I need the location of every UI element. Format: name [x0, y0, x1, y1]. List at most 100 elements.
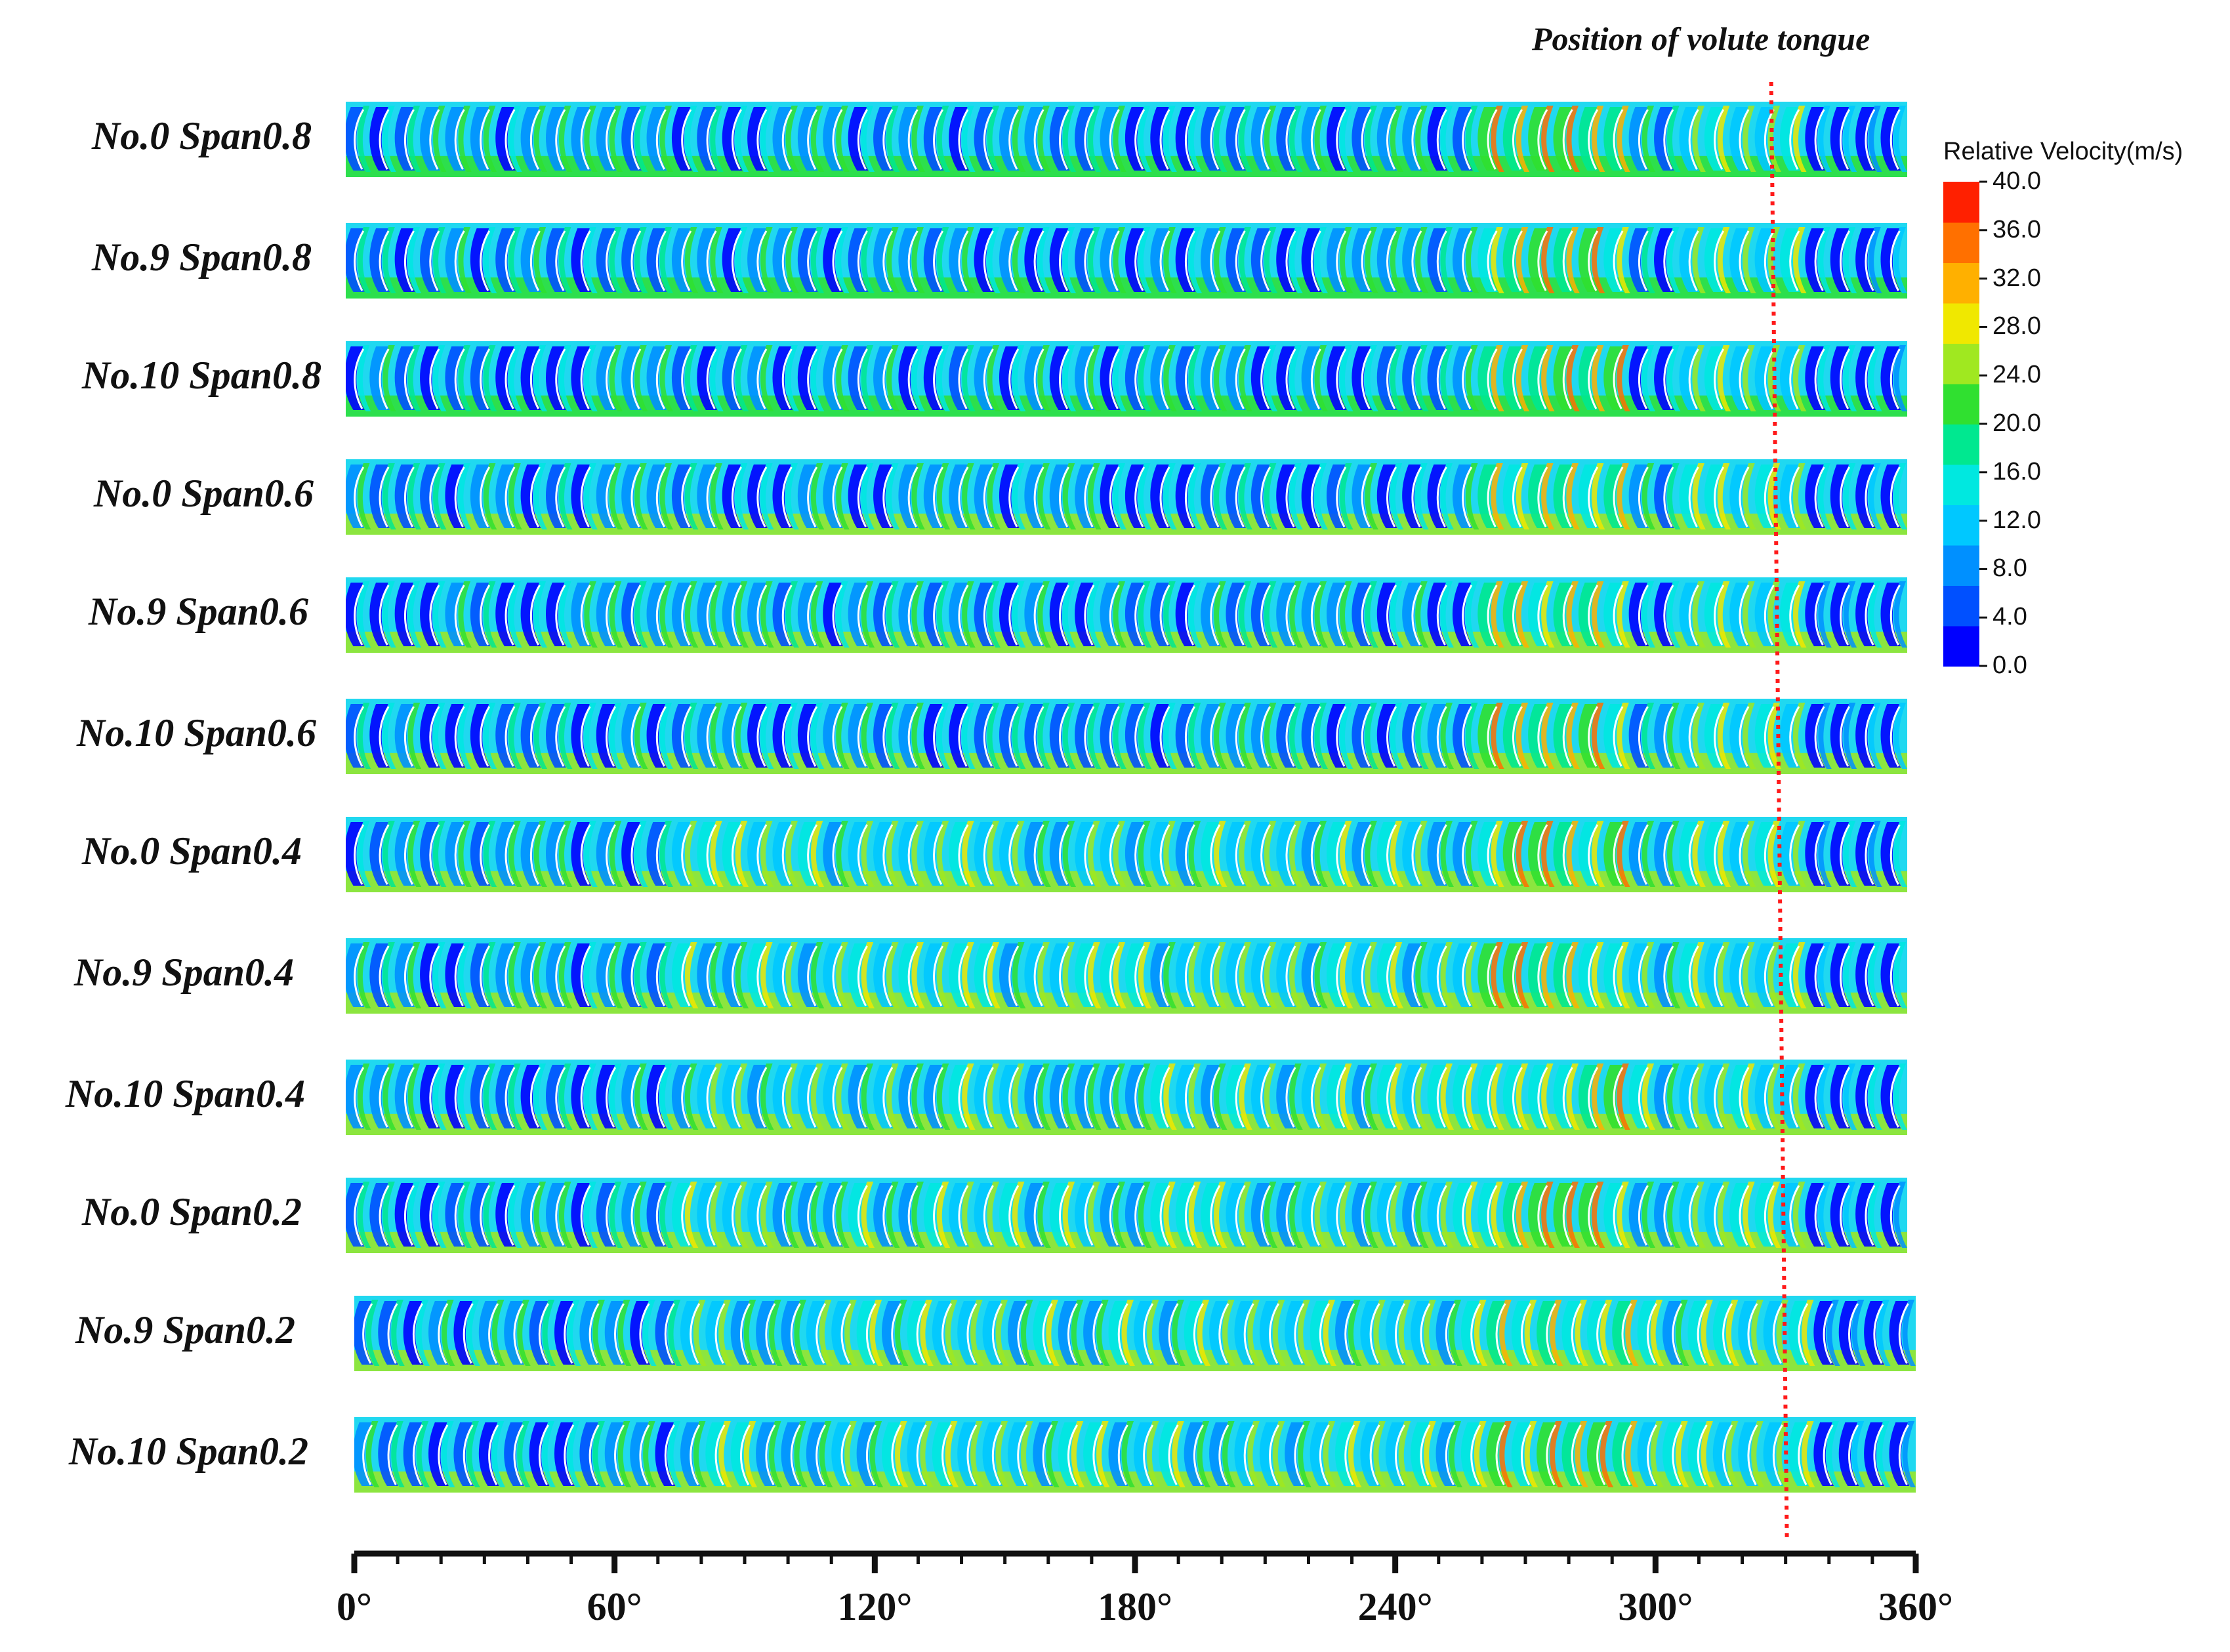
passage-jet [684, 463, 699, 529]
blade [1840, 1067, 1850, 1128]
passage-jet [1642, 227, 1656, 293]
passage-jet [710, 1063, 724, 1130]
blade [882, 585, 894, 646]
passage-jet [1188, 821, 1203, 887]
passage-jet [1591, 1063, 1605, 1130]
axis-tick-label: 60° [587, 1585, 642, 1628]
blade [807, 1067, 818, 1128]
blade [1613, 1185, 1624, 1246]
passage-jet [735, 1182, 749, 1248]
blade [454, 466, 465, 527]
blade [1336, 1067, 1347, 1128]
blade [655, 1185, 667, 1246]
blade [706, 585, 717, 646]
blade [1663, 824, 1674, 885]
blade [1059, 585, 1069, 646]
passage-jet [1289, 106, 1303, 172]
passage-jet [1163, 581, 1177, 648]
passage-jet [1415, 581, 1429, 648]
blade [555, 348, 566, 409]
colorbar-tick-label: 12.0 [1993, 506, 2041, 534]
blade [1235, 230, 1246, 291]
blade [1747, 1424, 1758, 1485]
blade [614, 1303, 625, 1364]
passage-jet [743, 1300, 758, 1366]
passage-jet [836, 1063, 850, 1130]
passage-jet [1197, 1421, 1211, 1487]
passage-jet [1491, 106, 1504, 172]
blade [1889, 230, 1901, 291]
colorbar-band [1943, 182, 1979, 223]
blade [1470, 1424, 1481, 1485]
blade [1739, 824, 1750, 885]
blade [429, 585, 440, 646]
passage-jet [1172, 1421, 1186, 1487]
passage-jet [1550, 1300, 1563, 1366]
blade [1336, 466, 1347, 527]
passage-jet [382, 1182, 396, 1248]
blade [958, 230, 969, 291]
volute-tongue-label: Position of volute tongue [1532, 20, 1870, 57]
blade [1059, 1067, 1069, 1128]
blade [1688, 706, 1699, 767]
passage-jet [1012, 106, 1026, 172]
passage-jet [810, 106, 825, 172]
passage-jet [1591, 345, 1605, 411]
passage-jet [1491, 227, 1504, 293]
blade [1336, 585, 1347, 646]
passage-jet [920, 1421, 934, 1487]
passage-jet [1113, 581, 1126, 648]
passage-jet [508, 1182, 522, 1248]
passage-jet [508, 227, 522, 293]
passage-jet [1046, 1300, 1060, 1366]
blade [655, 1067, 667, 1128]
passage-jet [357, 463, 371, 529]
blade [505, 824, 516, 885]
blade [1436, 945, 1447, 1006]
passage-jet [1138, 227, 1152, 293]
colorbar-tick-label: 20.0 [1993, 409, 2041, 437]
blade [379, 466, 390, 527]
passage-jet [1818, 581, 1832, 648]
blade [529, 1185, 541, 1246]
passage-jet [1717, 703, 1731, 769]
passage-jet [1902, 1421, 1916, 1487]
passage-jet [1692, 463, 1706, 529]
blade [1562, 1067, 1573, 1128]
passage-jet [1415, 463, 1429, 529]
blade [1764, 348, 1775, 409]
passage-jet [1843, 821, 1857, 887]
blade [655, 230, 667, 291]
blade [690, 1424, 701, 1485]
blade [690, 1303, 701, 1364]
blade [706, 466, 717, 527]
passage-jet [458, 581, 472, 648]
blade [1310, 230, 1321, 291]
passage-jet [1390, 942, 1404, 1008]
passage-jet [1188, 345, 1203, 411]
passage-jet [1465, 1182, 1479, 1248]
blade [379, 824, 390, 885]
blade [1084, 706, 1095, 767]
passage-jet [1424, 1300, 1437, 1366]
blade [555, 585, 566, 646]
contour-strip [346, 341, 1907, 417]
passage-jet [491, 1421, 506, 1487]
passage-jet [1566, 581, 1580, 648]
passage-jet [592, 1300, 606, 1366]
blade [958, 824, 969, 885]
blade [1017, 1424, 1028, 1485]
passage-jet [1339, 821, 1353, 887]
passage-jet [1440, 581, 1455, 648]
passage-jet [1138, 821, 1152, 887]
blade [1697, 1424, 1708, 1485]
blade [1814, 466, 1825, 527]
passage-jet [1314, 463, 1329, 529]
passage-jet [1893, 227, 1907, 293]
blade [1638, 706, 1649, 767]
passage-jet [1869, 345, 1882, 411]
blade [1462, 1185, 1473, 1246]
blade [958, 1067, 969, 1128]
passage-jet [710, 581, 724, 648]
blade [1840, 1185, 1850, 1246]
